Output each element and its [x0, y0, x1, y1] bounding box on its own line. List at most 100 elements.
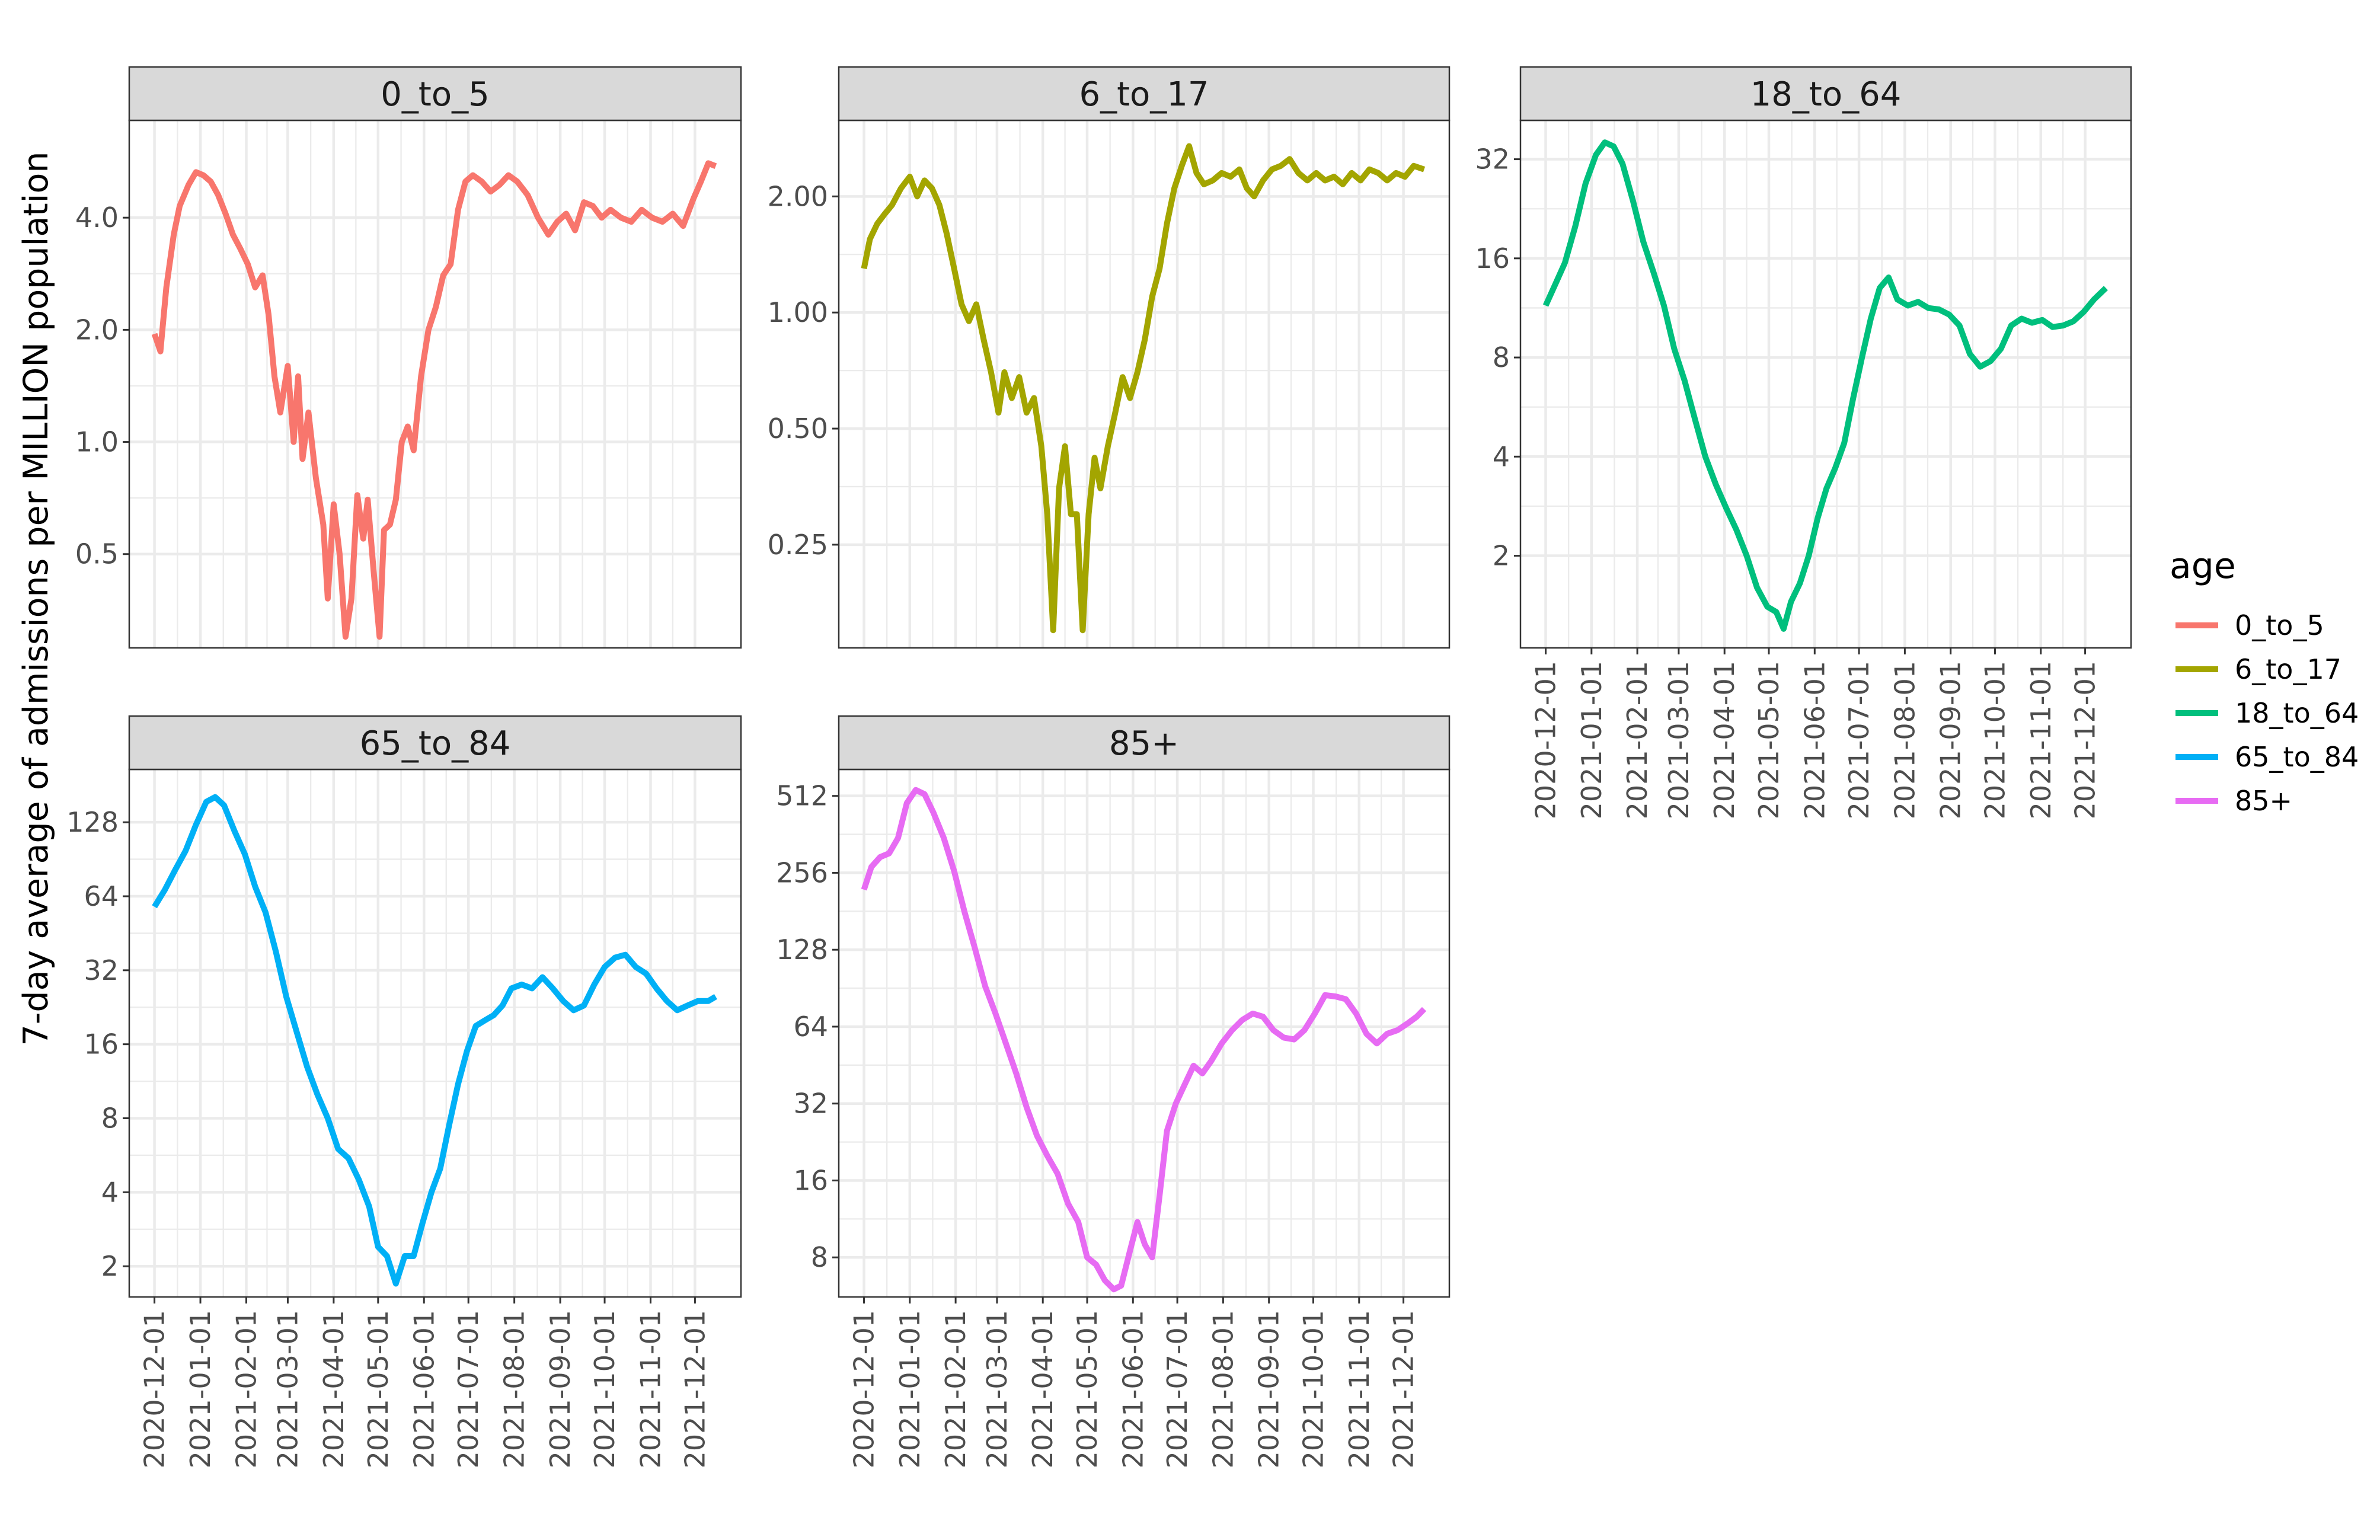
panel-65_to_84: 2 4 8 16 32 64 128 65_to_84 2020-12-01 2021-01-01… [66, 715, 742, 1468]
y-tick-label: 16 [793, 1164, 828, 1196]
y-tick-label: 32 [1475, 143, 1510, 175]
x-tick-label: 2020-12-01 [848, 1310, 880, 1468]
x-tick-label: 2021-04-01 [1027, 1310, 1059, 1468]
legend-label: 18_to_64 [2235, 697, 2359, 729]
x-tick-label: 2021-02-01 [1621, 661, 1653, 819]
y-tick-label: 0.5 [75, 538, 119, 570]
y-tick-label: 16 [1475, 242, 1510, 274]
panel-0_to_5: 0.5 1.0 2.0 4.0 0_to_5 [75, 66, 742, 649]
series-line-18_to_64 [1542, 139, 2108, 632]
legend-label: 65_to_84 [2235, 741, 2359, 773]
x-tick-label: 2021-10-01 [1979, 661, 2011, 819]
series-line-6_to_17 [861, 143, 1426, 634]
legend: age 0_to_5 6_to_17 18_to_64 65_to_84 85+ [2170, 545, 2359, 817]
x-tick-label: 2021-07-01 [1161, 1310, 1193, 1468]
x-tick-label: 2021-03-01 [271, 1310, 304, 1468]
series-line-0_to_5 [151, 160, 717, 640]
y-tick-label: 4 [101, 1176, 119, 1208]
y-tick-label: 8 [1493, 341, 1510, 373]
legend-item-18_to_64: 18_to_64 [2175, 697, 2359, 729]
facet-strip-label: 0_to_5 [381, 75, 489, 114]
x-tick-label: 2021-04-01 [1708, 661, 1740, 819]
x-tick-label: 2021-11-01 [634, 1310, 666, 1468]
x-tick-label: 2021-02-01 [230, 1310, 262, 1468]
x-tick-label: 2021-11-01 [1343, 1310, 1375, 1468]
y-tick-label: 128 [776, 934, 828, 966]
x-tick-label: 2021-01-01 [894, 1310, 926, 1468]
legend-item-0_to_5: 0_to_5 [2175, 609, 2324, 641]
panel-18_to_64: 2 4 8 16 32 18_to_64 2020-12-01 2021-01-01 2021-… [1475, 66, 2132, 819]
y-tick-label: 256 [776, 857, 828, 889]
x-tick-label: 2020-12-01 [1530, 661, 1562, 819]
legend-label: 0_to_5 [2235, 609, 2324, 641]
legend-label: 85+ [2235, 785, 2292, 817]
panels: 0.5 1.0 2.0 4.0 0_to_5 0.25 0.50 1.00 2.00 6_to_1… [66, 66, 2132, 1468]
x-tick-label: 2021-08-01 [1207, 1310, 1239, 1468]
y-tick-label: 1.0 [75, 426, 119, 458]
x-tick-label: 2021-01-01 [184, 1310, 216, 1468]
x-tick-label: 2021-03-01 [981, 1310, 1013, 1468]
panel-background [129, 769, 741, 1297]
x-tick-label: 2021-07-01 [1843, 661, 1875, 819]
y-tick-label: 16 [84, 1028, 119, 1060]
y-tick-label: 1.00 [768, 296, 828, 328]
x-tick-label: 2021-08-01 [499, 1310, 531, 1468]
facet-strip [128, 66, 742, 122]
panel-background [839, 120, 1449, 648]
legend-item-85+: 85+ [2175, 785, 2292, 817]
x-tick-label: 2021-12-01 [679, 1310, 711, 1468]
facet-strip-label: 6_to_17 [1079, 75, 1209, 114]
x-tick-label: 2021-06-01 [1117, 1310, 1149, 1468]
panel-background [1520, 120, 2131, 648]
x-tick-label: 2021-03-01 [1663, 661, 1695, 819]
legend-label: 6_to_17 [2235, 653, 2341, 685]
legend-items: 0_to_5 6_to_17 18_to_64 65_to_84 85+ [2175, 609, 2359, 817]
y-tick-label: 2 [1493, 540, 1510, 572]
y-tick-label: 128 [66, 806, 119, 838]
panel-background [129, 120, 741, 648]
y-tick-label: 64 [793, 1011, 828, 1043]
series-line-85+ [861, 787, 1427, 1293]
y-tick-label: 512 [776, 780, 828, 812]
facet-strip [838, 66, 1451, 122]
x-tick-label: 2021-09-01 [1253, 1310, 1285, 1468]
legend-item-6_to_17: 6_to_17 [2175, 653, 2341, 685]
x-tick-label: 2021-06-01 [408, 1310, 440, 1468]
x-tick-label: 2021-07-01 [452, 1310, 484, 1468]
y-tick-label: 64 [84, 880, 119, 912]
panel-85+: 8 16 32 64 128 256 512 85+ 2020-12-01 2021-01-01 2… [776, 715, 1451, 1468]
facet-strip-label: 65_to_84 [360, 724, 511, 763]
y-tick-label: 4.0 [75, 202, 119, 234]
x-tick-label: 2021-02-01 [940, 1310, 972, 1468]
y-tick-label: 2 [101, 1250, 119, 1282]
x-tick-label: 2021-05-01 [362, 1310, 394, 1468]
y-tick-label: 0.50 [768, 413, 828, 445]
x-tick-label: 2021-10-01 [1297, 1310, 1329, 1468]
x-tick-label: 2021-09-01 [1935, 661, 1967, 819]
x-tick-label: 2021-10-01 [589, 1310, 621, 1468]
y-tick-label: 2.0 [75, 314, 119, 346]
facet-strip-label: 85+ [1109, 724, 1179, 763]
y-tick-label: 8 [101, 1103, 119, 1135]
panel-6_to_17: 0.25 0.50 1.00 2.00 6_to_17 [768, 66, 1451, 649]
legend-item-65_to_84: 65_to_84 [2175, 741, 2359, 773]
y-tick-label: 2.00 [768, 180, 828, 212]
facet-strip-label: 18_to_64 [1750, 75, 1902, 114]
x-tick-label: 2021-04-01 [318, 1310, 350, 1468]
y-tick-label: 8 [811, 1241, 828, 1273]
y-tick-label: 32 [793, 1088, 828, 1120]
x-tick-label: 2021-11-01 [2025, 661, 2057, 819]
facet-strip [128, 715, 742, 771]
x-tick-label: 2021-01-01 [1576, 661, 1608, 819]
y-tick-label: 32 [84, 954, 119, 986]
y-tick-label: 4 [1493, 440, 1510, 472]
x-tick-label: 2020-12-01 [139, 1310, 171, 1468]
y-tick-label: 0.25 [768, 529, 828, 561]
x-tick-label: 2021-12-01 [2069, 661, 2101, 819]
x-tick-label: 2021-05-01 [1071, 1310, 1103, 1468]
facet-strip [1519, 66, 2132, 122]
series-line-65_to_84 [152, 794, 717, 1287]
x-tick-label: 2021-08-01 [1889, 661, 1921, 819]
x-tick-label: 2021-05-01 [1753, 661, 1785, 819]
